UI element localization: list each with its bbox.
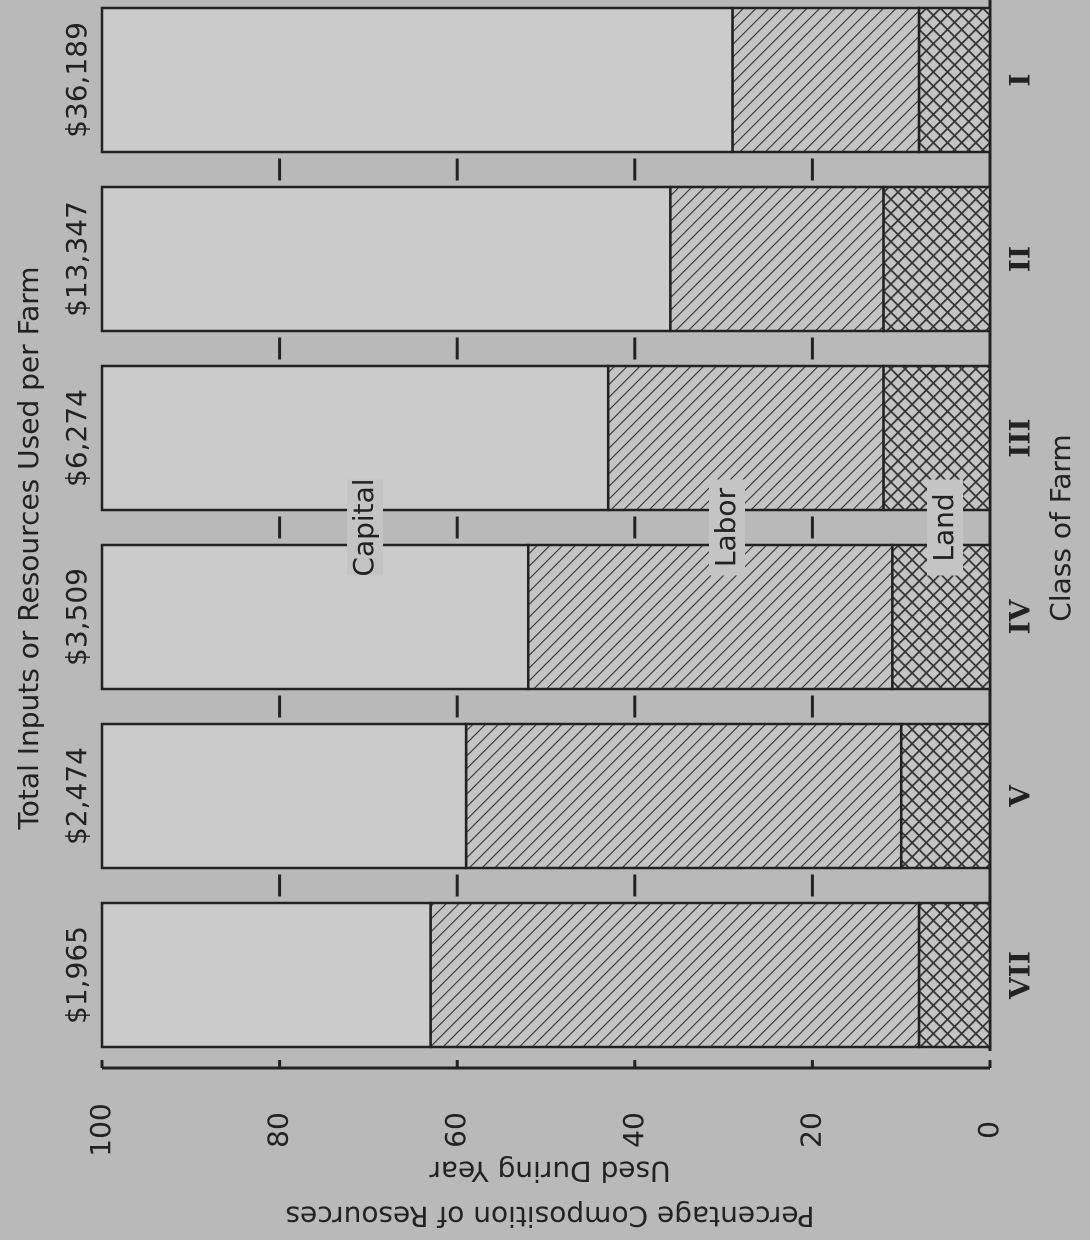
series-annotation: Labor [709, 487, 742, 567]
bar-label: $1,965 [60, 926, 93, 1024]
bar-label: $36,189 [60, 22, 93, 138]
bar-label: $13,347 [60, 201, 93, 317]
y-tick-label: 80 [262, 1112, 295, 1148]
bar-segment [669, 185, 885, 333]
bar-segment [100, 6, 734, 154]
bar-segment [100, 722, 468, 870]
y-tick-label: 40 [617, 1112, 650, 1148]
x-tick-label: V [1004, 784, 1037, 808]
bar-segment [731, 6, 921, 154]
annotation-bg [709, 479, 745, 576]
bar-label: $2,474 [60, 747, 93, 845]
bar-segment [100, 901, 432, 1049]
bar-segment [917, 6, 992, 154]
bar-segment [429, 901, 921, 1049]
annotation-bg [927, 479, 963, 576]
x-tick-label: IV [1004, 598, 1037, 634]
y-axis-label: Percentage Composition of Resources [285, 1200, 814, 1233]
bar-segment [606, 364, 885, 512]
series-annotation: Land [927, 493, 960, 561]
annotation-bg [347, 479, 383, 576]
series-annotation: Capital [347, 478, 380, 576]
bar-segment [100, 185, 672, 333]
x-tick-label: II [1004, 246, 1037, 272]
bar-label: $3,509 [60, 568, 93, 666]
bar-label: $6,274 [60, 389, 93, 487]
y-axis-label: Used During Year [429, 1155, 671, 1188]
bar-segment [899, 722, 992, 870]
x-tick-label: I [1004, 73, 1037, 86]
y-tick-label: 20 [794, 1112, 827, 1148]
y-tick-label: 100 [84, 1103, 117, 1156]
y-tick-label: 60 [439, 1112, 472, 1148]
x-tick-label: III [1004, 418, 1037, 457]
y-tick-label: 0 [972, 1121, 1005, 1139]
x-tick-label: VII [1004, 951, 1037, 1000]
chart-title: Total Inputs or Resources Used per Farm [12, 266, 45, 830]
x-axis-label: Class of Farm [1044, 434, 1077, 621]
bar-segment [464, 722, 903, 870]
bar-segment [100, 543, 530, 691]
bar-segment [882, 185, 992, 333]
bar-segment [917, 901, 992, 1049]
